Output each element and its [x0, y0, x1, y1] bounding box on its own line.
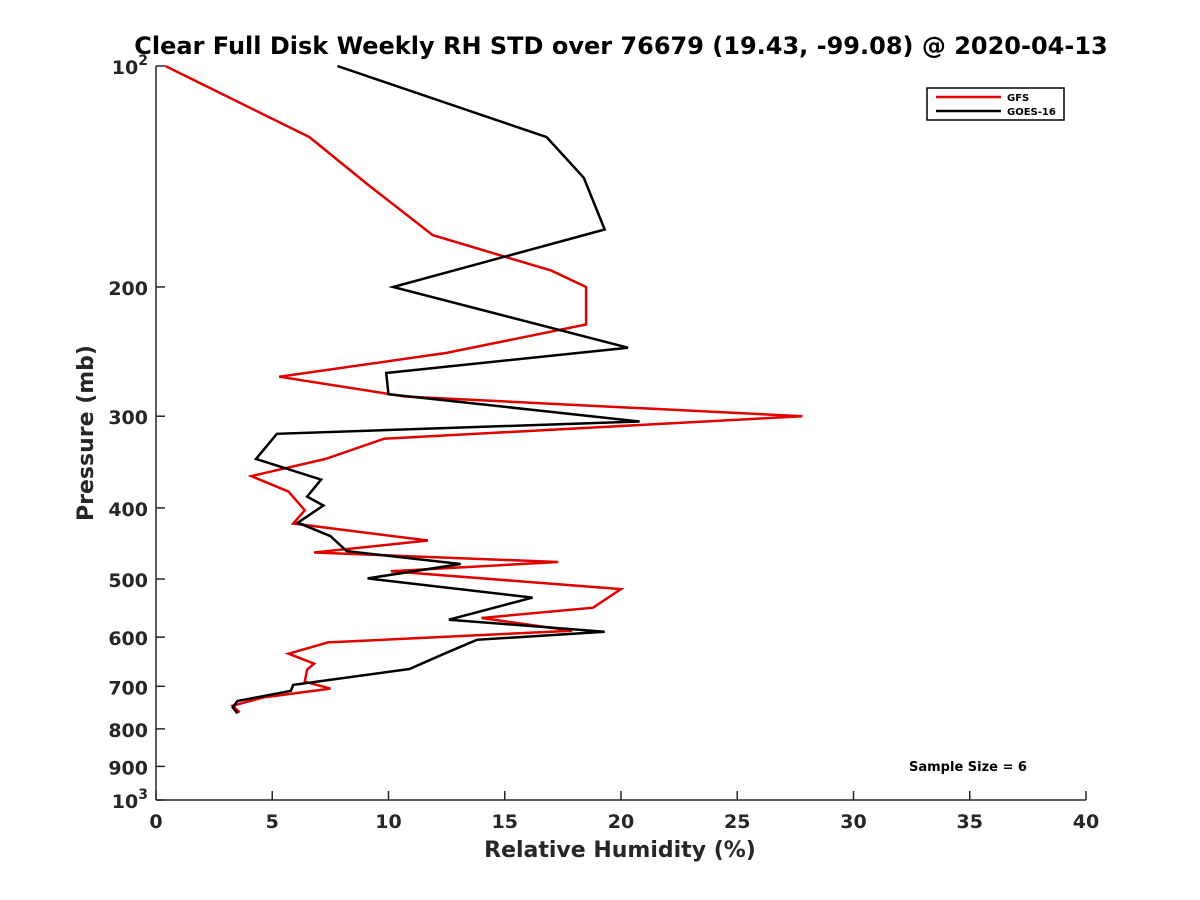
y-tick-label: 103	[112, 787, 148, 813]
y-axis-label: Pressure (mb)	[74, 345, 99, 521]
legend-label-goes-16: GOES-16	[1007, 107, 1056, 118]
y-tick-label: 800	[108, 720, 148, 742]
y-tick-label: 700	[108, 677, 148, 699]
y-tick-label: 600	[108, 628, 148, 650]
x-tick-label: 5	[266, 811, 279, 833]
x-tick-label: 35	[957, 811, 983, 833]
legend-label-gfs: GFS	[1007, 93, 1029, 104]
x-tick-label: 20	[608, 811, 634, 833]
y-tick-label: 500	[108, 570, 148, 592]
x-tick-label: 25	[724, 811, 750, 833]
x-tick-label: 15	[492, 811, 518, 833]
y-tick-label: 200	[108, 278, 148, 300]
x-tick-label: 40	[1073, 811, 1099, 833]
series-line-goes-16	[231, 64, 640, 715]
y-tick-label: 300	[108, 407, 148, 429]
series-line-gfs	[164, 64, 803, 714]
series-layer	[164, 64, 803, 715]
legend: GFS GOES-16	[926, 87, 1065, 121]
y-tick-label: 900	[108, 757, 148, 779]
axes: 0 5 10 15 20 25 30 35 40 102 200 300 400 500 600 700 800…	[108, 53, 1099, 833]
chart-title: Clear Full Disk Weekly RH STD over 76679…	[134, 32, 1107, 60]
x-tick-label: 0	[149, 811, 162, 833]
legend-box	[926, 87, 1065, 121]
y-tick-label: 102	[112, 53, 148, 79]
x-tick-label: 30	[840, 811, 866, 833]
sample-size-annotation: Sample Size = 6	[909, 760, 1027, 775]
x-tick-label: 10	[375, 811, 401, 833]
x-axis-label: Relative Humidity (%)	[484, 838, 756, 863]
y-tick-label: 400	[108, 499, 148, 521]
